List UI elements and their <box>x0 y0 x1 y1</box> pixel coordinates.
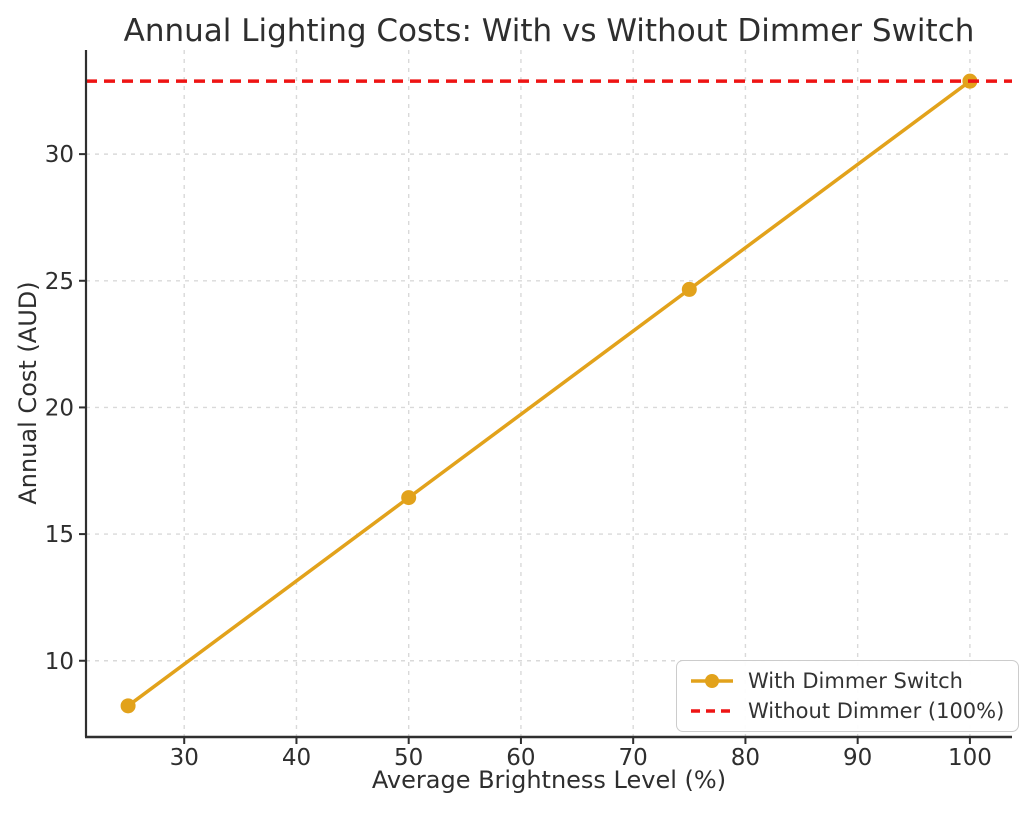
x-tick-label: 40 <box>282 745 311 771</box>
x-tick-label: 90 <box>843 745 872 771</box>
x-tick-label: 80 <box>731 745 760 771</box>
y-tick-label: 15 <box>45 522 74 548</box>
legend-line-marker-sample <box>691 674 733 688</box>
x-tick-label: 60 <box>506 745 535 771</box>
legend-item: Without Dimmer (100%) <box>689 697 1004 725</box>
legend-label: With Dimmer Switch <box>748 669 963 693</box>
with-dimmer-line <box>126 79 972 708</box>
data-point-marker <box>401 490 417 506</box>
chart-title: Annual Lighting Costs: With vs Without D… <box>123 13 975 49</box>
x-tick-label: 30 <box>170 745 199 771</box>
legend-dashed-line-sample <box>691 709 733 713</box>
y-tick-label: 20 <box>45 395 74 421</box>
legend-label: Without Dimmer (100%) <box>748 699 1005 723</box>
y-tick-label: 25 <box>45 269 74 295</box>
x-tick-label: 70 <box>619 745 648 771</box>
data-point-marker <box>120 698 136 714</box>
x-axis-label: Average Brightness Level (%) <box>371 766 727 794</box>
y-tick-label: 10 <box>45 649 74 675</box>
legend: With Dimmer Switch Without Dimmer (100%) <box>676 660 1020 732</box>
y-axis-label: Annual Cost (AUD) <box>14 281 42 505</box>
data-point-marker <box>681 281 697 297</box>
x-tick-label: 50 <box>394 745 423 771</box>
legend-item: With Dimmer Switch <box>689 667 1004 695</box>
x-tick-label: 100 <box>948 745 992 771</box>
y-tick-label: 30 <box>45 142 74 168</box>
